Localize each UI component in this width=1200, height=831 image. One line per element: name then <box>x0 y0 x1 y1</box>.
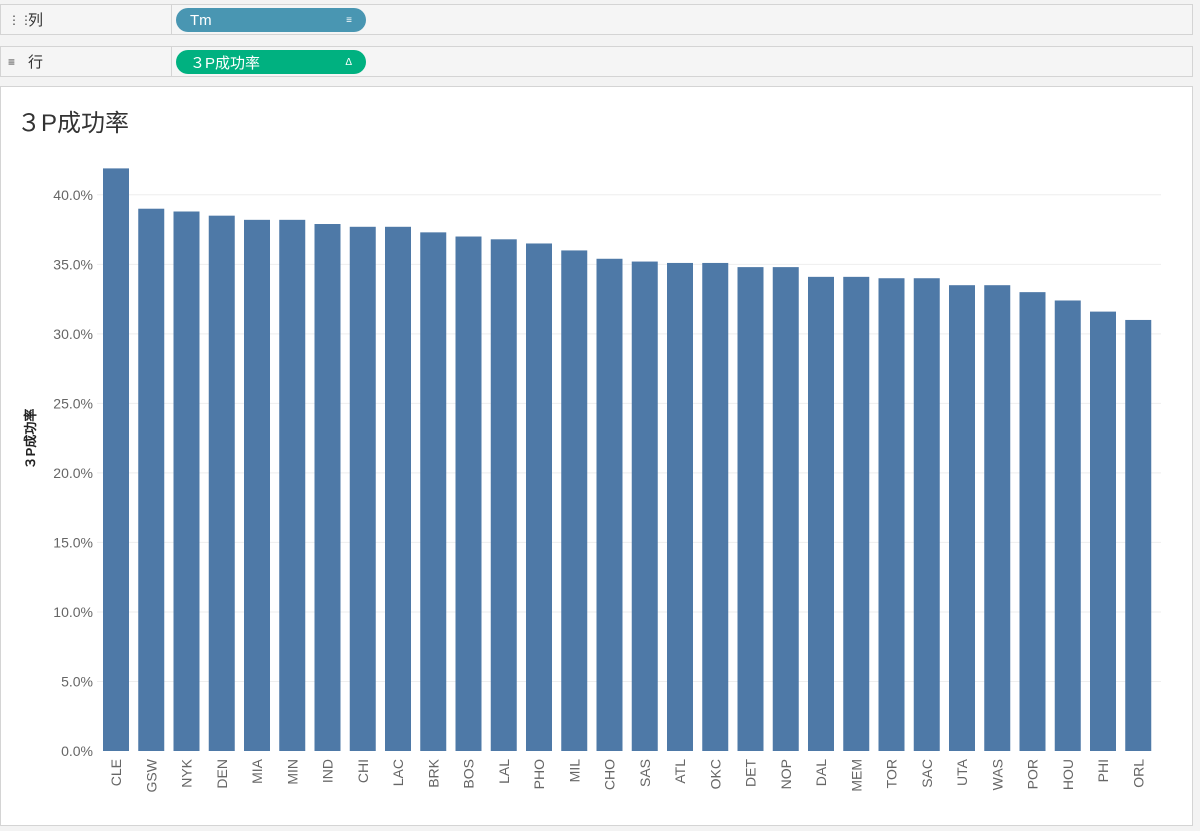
x-tick-label-uta: UTA <box>954 758 970 786</box>
y-tick-label: 10.0% <box>53 604 93 620</box>
bar-cle[interactable] <box>103 168 129 751</box>
x-tick-label-brk: BRK <box>425 758 441 787</box>
bar-sac[interactable] <box>913 278 940 751</box>
bar-sas[interactable] <box>631 261 658 751</box>
x-tick-label-den: DEN <box>214 759 230 789</box>
bar-mia[interactable] <box>244 219 270 752</box>
x-tick-label-tor: TOR <box>884 759 900 788</box>
x-tick-label-was: WAS <box>989 759 1005 790</box>
rows-icon: ≡ <box>8 54 16 69</box>
bar-det[interactable] <box>737 267 764 751</box>
x-tick-label-sac: SAC <box>919 759 935 788</box>
y-tick-label: 35.0% <box>53 256 93 272</box>
bar-lac[interactable] <box>385 226 411 752</box>
bars <box>103 168 1152 752</box>
x-tick-label-phi: PHI <box>1095 759 1111 782</box>
bar-orl[interactable] <box>1125 319 1152 751</box>
x-tick-label-min: MIN <box>284 759 300 785</box>
x-tick-label-pho: PHO <box>531 759 547 789</box>
bar-lal[interactable] <box>490 239 517 752</box>
y-tick-label: 5.0% <box>61 673 93 689</box>
chart-title: ３P成功率 <box>17 110 130 137</box>
bar-bos[interactable] <box>455 236 482 751</box>
x-tick-label-ind: IND <box>320 759 336 783</box>
y-tick-label: 15.0% <box>53 534 93 550</box>
view-canvas: ３P成功率 0.0% 5.0% 10.0% 15.0% 20.0% 25.0% 30.0% 3… <box>0 86 1193 826</box>
x-tick-label-orl: ORL <box>1130 759 1146 788</box>
bar-mem[interactable] <box>843 276 870 751</box>
bar-chi[interactable] <box>349 226 376 752</box>
x-tick-label-chi: CHI <box>355 759 371 783</box>
delta-icon[interactable]: Δ <box>345 56 352 68</box>
rows-label-text: 行 <box>28 54 44 71</box>
columns-shelf-label: ⋮⋮ 列 <box>1 5 172 34</box>
bar-atl[interactable] <box>667 262 693 751</box>
bar-ind[interactable] <box>314 224 341 751</box>
x-tick-label-sas: SAS <box>637 759 653 787</box>
x-tick-label-hou: HOU <box>1060 759 1076 790</box>
bar-tor[interactable] <box>878 278 905 751</box>
y-tick-label: 25.0% <box>53 395 93 411</box>
bar-brk[interactable] <box>420 232 447 751</box>
x-tick-label-dal: DAL <box>813 759 829 786</box>
bar-pho[interactable] <box>526 243 552 751</box>
x-tick-label-nyk: NYK <box>179 758 195 787</box>
columns-label-text: 列 <box>28 12 44 29</box>
x-tick-label-cho: CHO <box>602 759 618 790</box>
rows-shelf: ≡ 行 ３P成功率 Δ <box>0 46 1193 77</box>
bar-phi[interactable] <box>1090 311 1116 751</box>
x-tick-label-bos: BOS <box>461 759 477 789</box>
x-tick-label-mem: MEM <box>848 759 864 792</box>
gridlines <box>97 194 1161 682</box>
bar-por[interactable] <box>1019 292 1046 751</box>
tm-pill-label: Tm <box>190 11 212 29</box>
bar-okc[interactable] <box>702 262 729 751</box>
x-tick-label-lal: LAL <box>496 759 512 784</box>
bar-chart: 0.0% 5.0% 10.0% 15.0% 20.0% 25.0% 30.0% 35.0% 40… <box>23 168 1161 792</box>
x-tick-label-lac: LAC <box>390 759 406 786</box>
x-tick-label-nop: NOP <box>778 759 794 789</box>
x-tick-label-atl: ATL <box>672 759 688 784</box>
y-axis-ticks: 0.0% 5.0% 10.0% 15.0% 20.0% 25.0% 30.0% 35.0% 40… <box>53 187 93 759</box>
bar-was[interactable] <box>984 285 1011 751</box>
x-tick-label-okc: OKC <box>707 759 723 789</box>
bar-den[interactable] <box>208 215 235 751</box>
3p-pct-measure-pill[interactable]: ３P成功率 Δ <box>176 50 366 74</box>
x-tick-label-gsw: GSW <box>143 758 159 792</box>
bar-gsw[interactable] <box>138 208 165 751</box>
bar-min[interactable] <box>279 219 306 752</box>
x-tick-label-det: DET <box>743 759 759 787</box>
y-tick-label: 0.0% <box>61 743 93 759</box>
bar-hou[interactable] <box>1054 300 1081 751</box>
rows-shelf-label: ≡ 行 <box>1 47 172 76</box>
x-tick-label-cle: CLE <box>108 759 124 786</box>
y-axis-title: ３P成功率 <box>23 409 38 470</box>
columns-shelf: ⋮⋮ 列 Tm ≡ <box>0 4 1193 35</box>
y-tick-label: 30.0% <box>53 326 93 342</box>
bar-mil[interactable] <box>561 250 588 751</box>
x-tick-label-por: POR <box>1025 759 1041 789</box>
3p-pct-pill-label: ３P成功率 <box>190 54 261 72</box>
bar-nop[interactable] <box>772 267 799 751</box>
bar-cho[interactable] <box>596 258 623 751</box>
y-tick-label: 20.0% <box>53 465 93 481</box>
bar-nyk[interactable] <box>173 211 200 751</box>
bar-uta[interactable] <box>949 285 975 751</box>
bar-dal[interactable] <box>808 276 834 751</box>
tm-dimension-pill[interactable]: Tm ≡ <box>176 8 366 32</box>
x-axis-ticks: CLE GSW NYK DEN MIA MIN IND CHI LAC BRK BOS LAL PHO M… <box>108 758 1146 792</box>
y-tick-label: 40.0% <box>53 187 93 203</box>
columns-icon: ⋮⋮ <box>8 12 32 27</box>
sort-descending-icon[interactable]: ≡ <box>346 14 352 26</box>
x-tick-label-mia: MIA <box>249 758 265 784</box>
x-tick-label-mil: MIL <box>566 759 582 783</box>
